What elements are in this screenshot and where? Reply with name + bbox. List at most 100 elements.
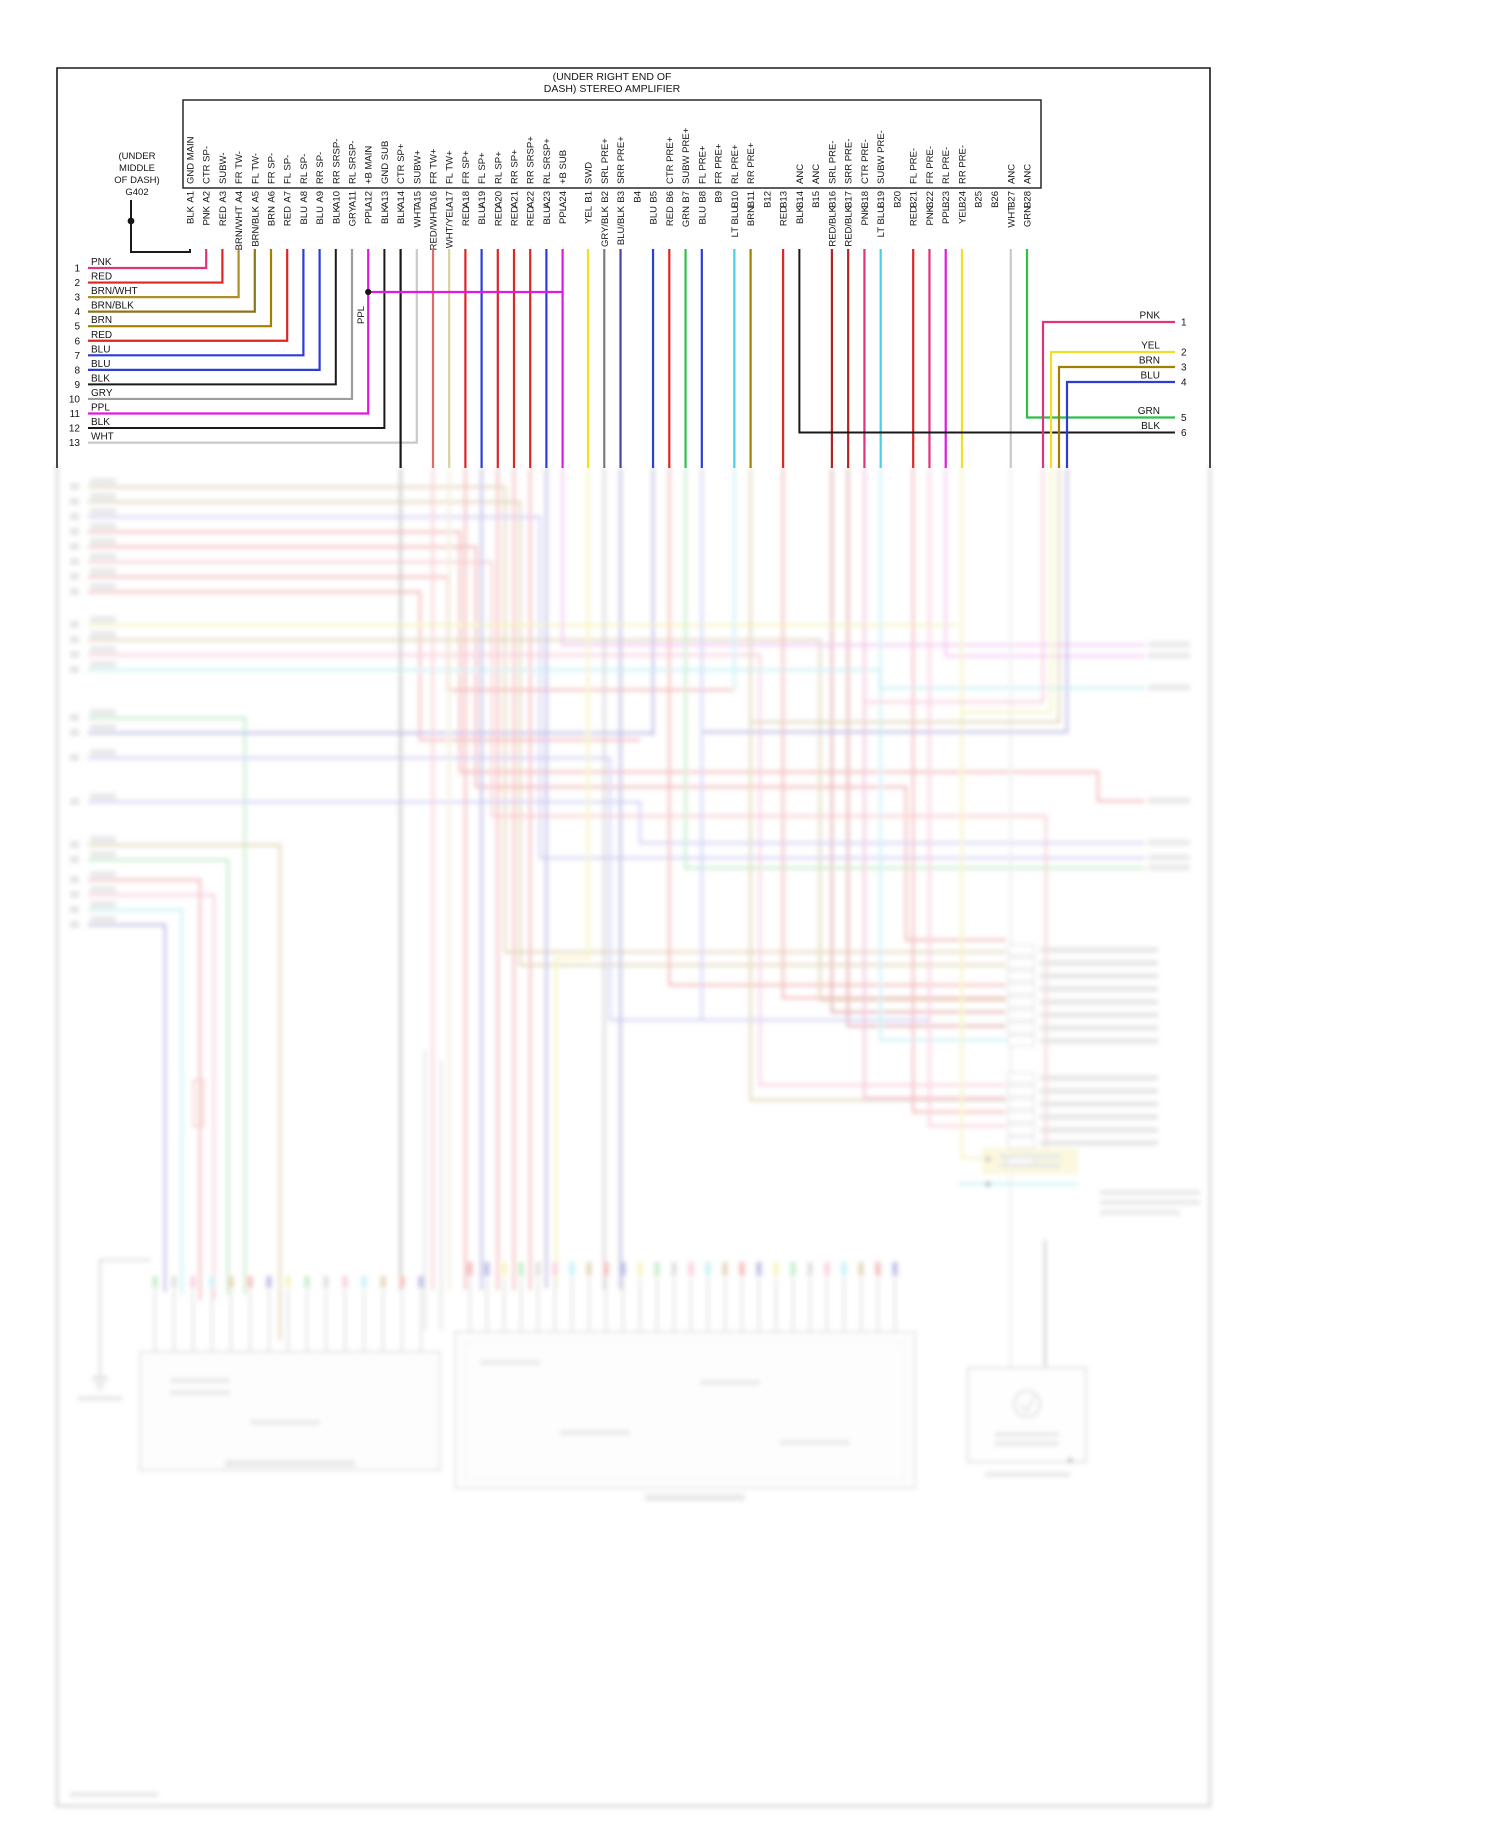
blurred-wire bbox=[561, 468, 1145, 647]
blurred-connector-pin bbox=[484, 1262, 490, 1276]
wire-A1-ground bbox=[130, 200, 191, 253]
blurred-text-blob bbox=[90, 709, 116, 716]
pin-signal-A21: RR SP+ bbox=[510, 149, 521, 184]
blurred-connector-pin bbox=[247, 1276, 253, 1288]
pin-wire-color-A7: RED bbox=[283, 206, 294, 226]
blurred-connector-pin bbox=[620, 1262, 626, 1276]
blurred-text-blob bbox=[90, 724, 116, 731]
wiring-sharp-layer: GND MAIN A1 BLK CTR SP- A2 PNK SUBW- A3 RED FR TW… bbox=[69, 127, 1187, 468]
pin-number-B10: B10 bbox=[730, 191, 741, 208]
blurred-wire bbox=[1019, 1395, 1035, 1414]
pin-number-A6: A6 bbox=[267, 191, 278, 203]
pin-signal-A11: RL SRSP- bbox=[348, 141, 359, 184]
blurred-text-blob bbox=[1040, 986, 1158, 992]
blurred-label-box bbox=[1007, 944, 1035, 956]
blurred-connector-pin bbox=[569, 1262, 575, 1276]
left-plug-wire-label: WHT bbox=[91, 432, 114, 443]
left-plug-pin-number: 10 bbox=[69, 394, 81, 405]
blurred-text-blob bbox=[995, 1441, 1059, 1446]
blurred-wire bbox=[554, 468, 590, 1288]
blurred-wire bbox=[88, 893, 216, 1300]
blurred-text-blob bbox=[995, 1432, 1059, 1437]
wire-B28 bbox=[1025, 249, 1175, 419]
blurred-text-blob bbox=[70, 754, 79, 761]
pin-signal-B6: CTR PRE+ bbox=[665, 136, 676, 184]
blurred-text-blob bbox=[70, 841, 79, 848]
blurred-label-box bbox=[1007, 957, 1035, 969]
pin-signal-A14: CTR SP+ bbox=[396, 143, 407, 184]
blurred-label-box bbox=[1007, 970, 1035, 982]
blurred-connector-pin bbox=[501, 1262, 507, 1276]
blurred-text-blob bbox=[90, 749, 116, 756]
blurred-text-blob bbox=[70, 543, 79, 550]
amplifier-title-line1: (UNDER RIGHT END OF bbox=[553, 71, 672, 83]
blurred-connector-pin bbox=[858, 1262, 864, 1276]
pin-signal-A7: FL SP- bbox=[283, 155, 294, 184]
blurred-text-blob bbox=[90, 478, 116, 485]
blurred-text-blob bbox=[70, 558, 79, 565]
pin-wire-color-A9: BLU bbox=[315, 206, 326, 225]
blurred-wire bbox=[668, 468, 1006, 987]
blurred-connector-pin bbox=[518, 1262, 524, 1276]
pin-wire-color-B24: YEL bbox=[957, 206, 968, 224]
pin-wire-color-A5: BRN/BLK bbox=[250, 205, 261, 246]
blurred-wire bbox=[88, 653, 1006, 1087]
blurred-connector-pin bbox=[152, 1276, 158, 1288]
pin-number-A3: A3 bbox=[218, 191, 229, 203]
g402-junction-dot bbox=[127, 217, 135, 225]
pin-wire-color-B22: PNK bbox=[925, 205, 936, 225]
amplifier-connector-box bbox=[182, 99, 1042, 189]
blurred-text-blob bbox=[1040, 1025, 1158, 1031]
pin-number-B7: B7 bbox=[681, 191, 692, 203]
blurred-text-blob bbox=[480, 1360, 540, 1365]
blurred-connector-pin bbox=[304, 1276, 310, 1288]
left-plug-pin-number: 4 bbox=[74, 307, 80, 318]
blurred-connector-pin bbox=[361, 1276, 367, 1288]
blurred-text-blob bbox=[90, 916, 116, 923]
g402-label-line1: (UNDER bbox=[119, 151, 156, 162]
right-plug-wire-label: YEL bbox=[1141, 341, 1160, 352]
blurred-text-blob bbox=[250, 1420, 320, 1425]
blurred-text-blob bbox=[90, 508, 116, 515]
blurred-text-blob bbox=[1148, 641, 1190, 648]
blurred-text-blob bbox=[90, 871, 116, 878]
amplifier-title-line2: DASH) STEREO AMPLIFIER bbox=[544, 83, 681, 95]
blurred-connector-pin bbox=[875, 1262, 881, 1276]
blurred-text-blob bbox=[90, 568, 116, 575]
pin-signal-B7: SUBW PRE+ bbox=[681, 127, 692, 184]
pin-number-B16: B16 bbox=[827, 191, 838, 208]
pin-wire-color-B19: LT BLU bbox=[876, 206, 887, 237]
blurred-text-blob bbox=[780, 1440, 850, 1445]
ppl-junction-label: PPL bbox=[356, 306, 367, 324]
blurred-text-blob bbox=[70, 891, 79, 898]
blurred-wire bbox=[703, 468, 1069, 734]
blurred-text-blob bbox=[70, 856, 79, 863]
blurred-text-blob bbox=[1148, 854, 1190, 861]
pin-signal-A9: RR SP- bbox=[315, 152, 326, 184]
left-plug-wire-label: BRN/BLK bbox=[91, 301, 134, 312]
pin-signal-A22: RR SRSP+ bbox=[526, 136, 537, 184]
blurred-text-blob bbox=[90, 583, 116, 590]
blurred-connector-pin bbox=[399, 1276, 405, 1288]
blurred-text-blob bbox=[700, 1380, 760, 1385]
pin-signal-A19: FL SP+ bbox=[477, 152, 488, 184]
left-plug-pin-number: 12 bbox=[69, 424, 81, 435]
pin-wire-color-B14: BLK bbox=[795, 205, 806, 224]
pin-number-B5: B5 bbox=[649, 191, 660, 203]
left-plug-wire-label: BRN/WHT bbox=[91, 286, 138, 297]
blurred-text-blob bbox=[1100, 1200, 1200, 1205]
blurred-connector-pin bbox=[756, 1262, 762, 1276]
pin-signal-B10: RL PRE+ bbox=[730, 144, 741, 184]
blurred-label-box bbox=[1007, 1085, 1035, 1097]
pin-number-A9: A9 bbox=[315, 191, 326, 203]
blurred-connector-pin bbox=[790, 1262, 796, 1276]
left-plug-pin-number: 13 bbox=[69, 438, 81, 449]
wire-A4 bbox=[88, 249, 240, 299]
wire-A9 bbox=[88, 249, 321, 371]
pin-wire-color-B10: LT BLU bbox=[730, 206, 741, 237]
blurred-lower-diagram bbox=[56, 466, 1211, 1807]
blurred-text-blob bbox=[1040, 1012, 1158, 1018]
pin-signal-A8: RL SP- bbox=[299, 154, 310, 184]
blurred-connector-pin bbox=[467, 1262, 473, 1276]
right-plug-wire-label: BRN bbox=[1139, 356, 1160, 367]
